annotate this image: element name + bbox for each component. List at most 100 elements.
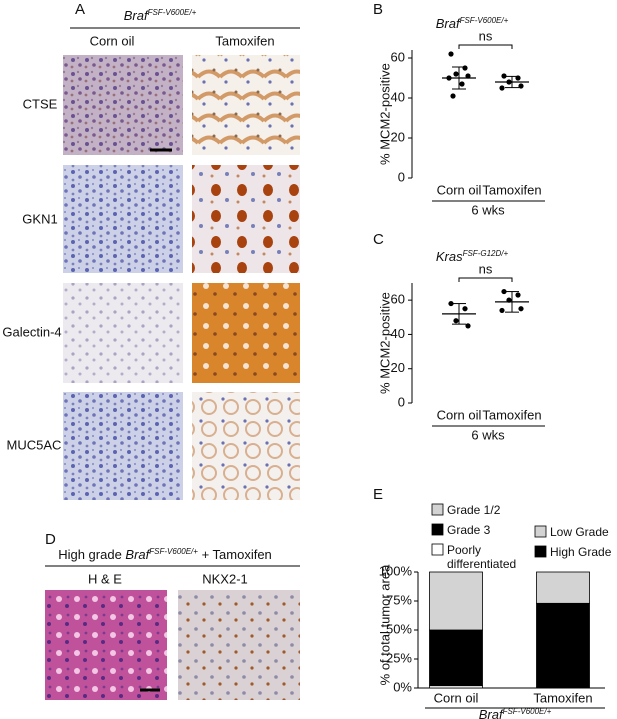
data-point [450,93,456,99]
x-tick-label: Corn oil [437,407,482,422]
data-point [465,73,471,79]
data-point [453,71,459,77]
title: BrafFSF-V600E/+ [436,16,509,32]
data-point [465,323,471,329]
significance-label: ns [479,28,493,43]
data-point [518,306,524,312]
significance-bracket [458,277,513,282]
bar-segment [536,602,590,689]
column-label: NKX2-1 [202,571,248,586]
title-sup: FSF-V600E/+ [460,16,509,25]
x-tick-label: Tamoxifen [533,690,592,705]
legend-swatch [534,545,547,558]
title-text: + Tamoxifen [198,547,272,562]
legend-item: Low Grade [550,525,609,539]
micrograph [63,165,183,273]
row-label: GKN1 [22,211,57,226]
column-label: H & E [88,571,122,586]
group-label: 6 wks [471,202,505,217]
legend-item: Poorly differentiated [447,543,517,571]
y-axis-label: % of total tumor area [377,564,392,685]
y-tick-label: 0 [398,394,405,409]
legend-item: High Grade [550,545,611,559]
legend-swatch [534,525,547,538]
title-gene: Braf [436,16,461,31]
legend-swatch [431,543,444,556]
legend-swatch [431,523,444,536]
y-axis-label: % MCM2-positive [377,292,392,394]
data-point [462,65,468,71]
significance-label: ns [479,261,493,276]
title-sup: FSF-V600E/+ [503,707,552,716]
micrograph [192,392,300,500]
data-point [499,85,505,91]
title-sup: FSF-G12D/+ [463,249,509,258]
legend-swatch [431,503,444,516]
row-label: CTSE [23,96,58,111]
column-label: Corn oil [90,33,135,48]
panel-label: E [373,486,383,503]
legend-label: Poorly differentiated [447,543,517,571]
legend-label: Grade 3 [447,523,491,537]
bar-segment [536,571,590,604]
legend-item: Grade 1/2 [447,503,501,517]
legend-label: Grade 1/2 [447,503,501,517]
y-axis-label: % MCM2-positive [377,63,392,165]
micrograph [63,392,183,500]
title-gene: Kras [436,249,463,264]
y-tick-label: 20 [391,360,405,375]
panel-d-images [45,590,300,700]
bar-segment [429,571,483,631]
y-tick-label: 20 [391,129,405,144]
row-label: MUC5AC [7,437,62,452]
data-point [501,73,507,79]
panel-label: D [45,531,56,548]
title-sup: FSF-V600E/+ [148,8,197,17]
title-sup: FSF-V600E/+ [149,547,198,556]
title: BrafFSF-V600E/+ [479,707,552,719]
y-tick-label: 40 [391,326,405,341]
y-tick-label: 25% [386,650,412,665]
group-label: 6 wks [471,427,505,442]
y-tick-label: 0 [398,169,405,184]
bar-segment [429,629,483,687]
title-text: High grade [58,547,125,562]
y-tick-label: 75% [386,592,412,607]
micrograph [192,55,300,155]
micrograph [63,55,183,155]
data-point [459,81,465,87]
data-point [448,300,454,307]
micrograph [192,283,300,383]
data-point [462,306,468,312]
x-tick-label: Tamoxifen [482,407,541,422]
y-tick-label: 60 [391,292,405,307]
micrograph [178,590,300,700]
y-tick-label: 50% [386,621,412,636]
data-point [453,318,459,324]
micrograph [192,165,300,273]
significance-bracket [458,44,513,49]
panel-label: C [373,231,384,248]
column-label: Tamoxifen [215,33,274,48]
data-point [499,307,505,314]
micrograph [63,283,183,383]
x-tick-label: Corn oil [434,690,479,705]
title: High grade BrafFSF-V600E/+ + Tamoxifen [58,547,272,563]
x-tick-label: Corn oil [437,182,482,197]
title-gene: Braf [124,8,149,23]
title: KrasFSF-G12D/+ [436,249,509,265]
panel-a-images [63,55,300,500]
legend-item: Grade 3 [447,523,491,537]
panel-label: A [75,1,85,18]
data-point [515,292,521,298]
micrograph [45,590,167,700]
panel-label: B [373,1,383,18]
y-tick-label: 0% [393,679,412,694]
title-gene: Braf [125,547,150,562]
data-point [448,51,454,57]
title-gene: Braf [479,707,504,719]
title: BrafFSF-V600E/+ [124,8,197,24]
y-tick-label: 40 [391,89,405,104]
data-point [501,288,507,295]
